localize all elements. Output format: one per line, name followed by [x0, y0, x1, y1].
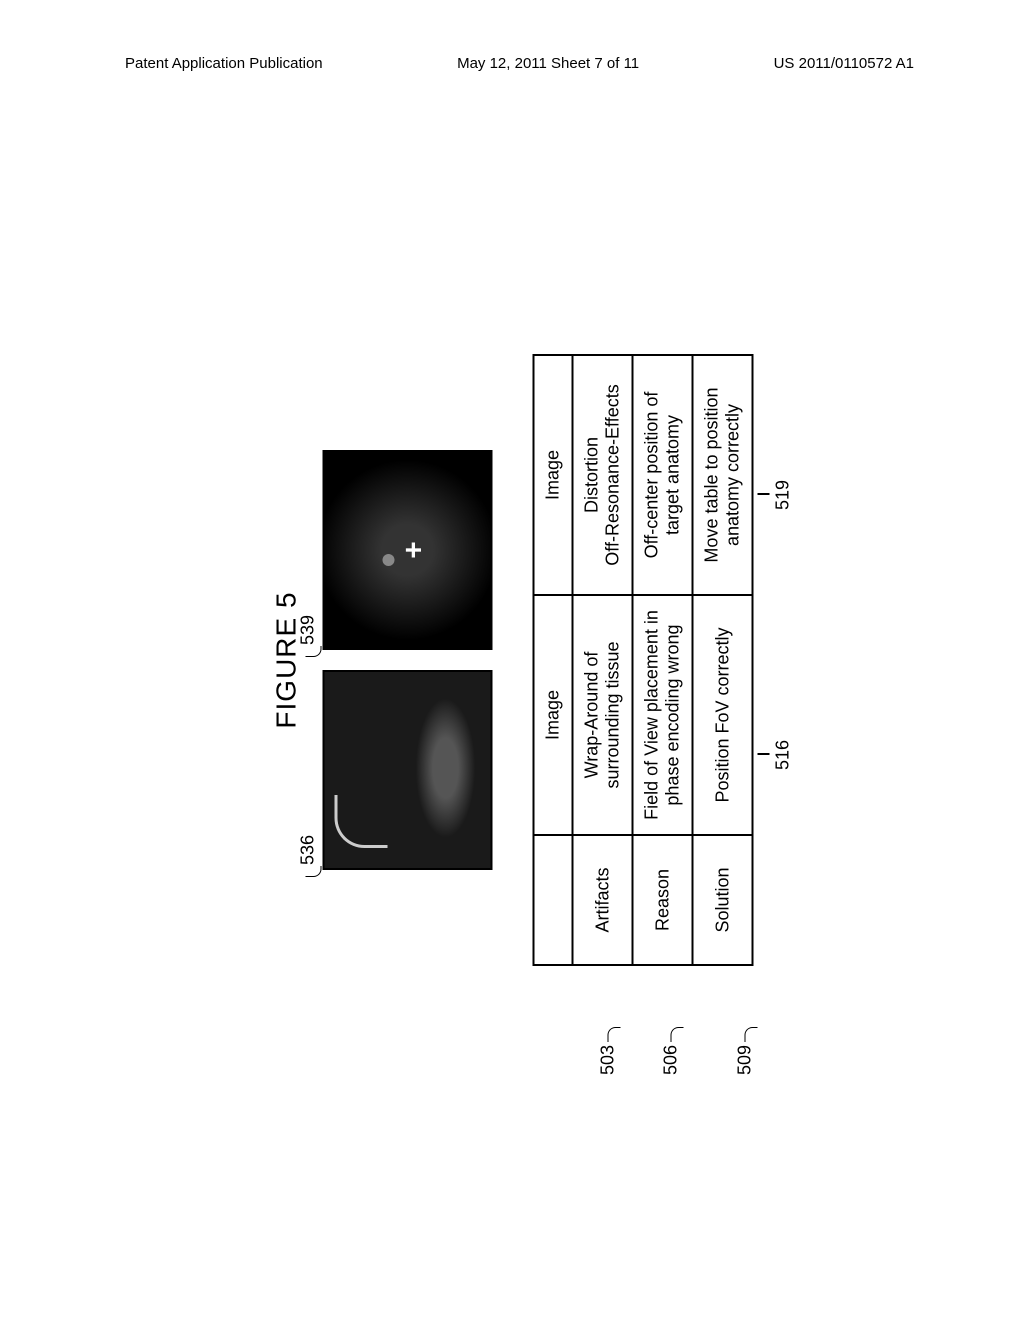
cell-artifacts-1: Wrap-Around of surrounding tissue	[573, 595, 633, 835]
ref-label-506: 506	[661, 1045, 682, 1075]
ref-label-516: 516	[773, 740, 794, 770]
mri-image-2	[323, 450, 493, 650]
table-header-row: Image Image	[534, 355, 573, 965]
ref-label-539: 539	[298, 615, 319, 645]
mri-image-1	[323, 670, 493, 870]
image-wrapper-2: 539	[323, 450, 493, 650]
row-label-solution: Solution	[693, 835, 753, 965]
page-header: Patent Application Publication May 12, 2…	[0, 55, 1024, 72]
ref-label-519: 519	[773, 480, 794, 510]
header-cell-image2: Image	[534, 355, 573, 595]
row-label-artifacts: Artifacts	[573, 835, 633, 965]
table-row-reason: Reason Field of View placement in phase …	[633, 355, 693, 965]
figure-images-row: 536 539	[323, 210, 493, 1110]
cell-solution-2: Move table to position anatomy correctly	[693, 355, 753, 595]
cell-artifacts-2: Distortion Off-Resonance-Effects	[573, 355, 633, 595]
cell-reason-2: Off-center position of target anatomy	[633, 355, 693, 595]
figure-container: FIGURE 5 536 539 503 506 509 Image Image…	[271, 210, 754, 1110]
table-row-artifacts: Artifacts Wrap-Around of surrounding tis…	[573, 355, 633, 965]
cell-solution-1: Position FoV correctly	[693, 595, 753, 835]
image-wrapper-1: 536	[323, 670, 493, 870]
table-row-solution: Solution Position FoV correctly Move tab…	[693, 355, 753, 965]
artifacts-table: Image Image Artifacts Wrap-Around of sur…	[533, 354, 754, 966]
row-label-reason: Reason	[633, 835, 693, 965]
ref-label-536: 536	[298, 835, 319, 865]
header-date-sheet: May 12, 2011 Sheet 7 of 11	[457, 55, 639, 72]
table-container: 503 506 509 Image Image Artifacts Wrap-A…	[533, 210, 754, 1110]
header-cell-image1: Image	[534, 595, 573, 835]
header-cell-empty	[534, 835, 573, 965]
ref-label-509: 509	[735, 1045, 756, 1075]
header-patent-number: US 2011/0110572 A1	[774, 55, 914, 72]
ref-label-503: 503	[598, 1045, 619, 1075]
header-publication: Patent Application Publication	[125, 55, 323, 72]
cell-reason-1: Field of View placement in phase encodin…	[633, 595, 693, 835]
figure-title: FIGURE 5	[271, 210, 303, 1110]
